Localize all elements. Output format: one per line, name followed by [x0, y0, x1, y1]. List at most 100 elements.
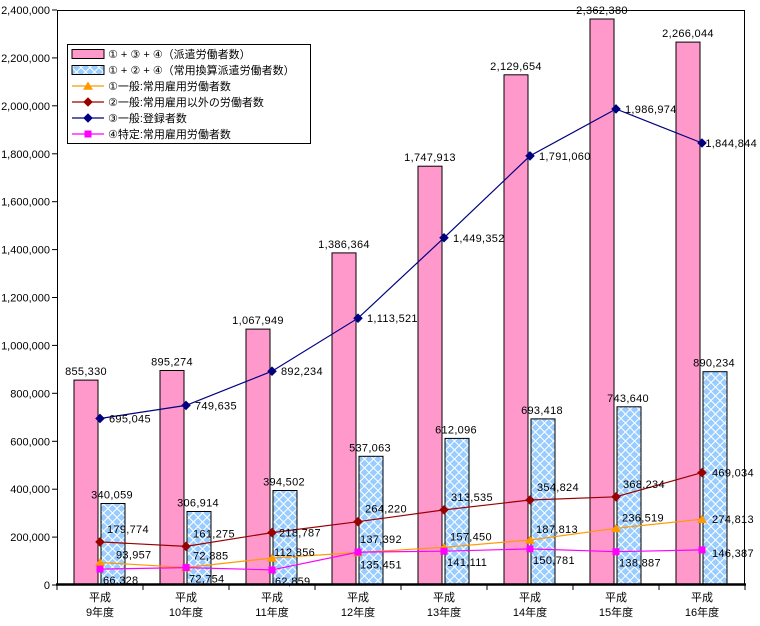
bar-dispatched-workers-total-3: [331, 252, 357, 586]
marker-diamond: [267, 366, 277, 377]
data-label-general-regular-employed-4: 157,450: [450, 531, 492, 543]
bar-dispatched-workers-total-2: [245, 328, 271, 586]
y-tick-label: 1,400,000: [1, 245, 50, 257]
data-label-general-regular-employed-1: 72,885: [193, 551, 228, 563]
legend-label-general-registered: ③一般:登録者数: [108, 111, 187, 125]
x-label-era-4: 平成: [433, 591, 455, 604]
marker-square: [96, 565, 104, 573]
data-label-regular-equivalent-dispatched-4: 612,096: [435, 424, 477, 436]
marker-diamond: [181, 541, 191, 552]
line-general-non-regular-workers: [99, 472, 703, 548]
data-label-general-non-regular-workers-1: 161,275: [193, 528, 235, 540]
data-label-regular-equivalent-dispatched-6: 743,640: [607, 393, 649, 405]
y-tick-label: 1,200,000: [1, 293, 50, 305]
marker-triangle: [697, 514, 707, 523]
bar-dispatched-workers-total-6: [589, 18, 615, 586]
line-general-registered: [99, 108, 703, 420]
data-label-general-non-regular-workers-7: 469,034: [712, 468, 754, 480]
data-label-general-non-regular-workers-3: 264,220: [365, 504, 407, 516]
data-label-specific-regular-employed-4: 141,111: [447, 557, 487, 569]
legend-swatch-dispatched-workers-total: [71, 49, 105, 59]
data-label-general-registered-1: 749,635: [195, 400, 237, 412]
data-label-regular-equivalent-dispatched-3: 537,063: [349, 442, 391, 454]
y-tick-label: 1,600,000: [1, 197, 50, 209]
y-tick-label: 800,000: [10, 388, 50, 400]
legend-label-specific-regular-employed: ④特定:常用雇用労働者数: [108, 127, 231, 141]
data-label-regular-equivalent-dispatched-1: 306,914: [177, 498, 219, 510]
data-label-dispatched-workers-total-1: 895,274: [151, 357, 193, 369]
data-label-general-registered-4: 1,449,352: [453, 233, 505, 245]
data-label-general-regular-employed-3: 135,451: [360, 560, 402, 572]
data-label-dispatched-workers-total-7: 2,266,044: [662, 28, 714, 40]
marker-triangle: [95, 557, 105, 567]
x-label-year-2: 11年度: [255, 605, 288, 619]
data-label-general-regular-employed-5: 187,813: [536, 524, 578, 536]
data-label-general-registered-0: 695,045: [109, 414, 151, 426]
marker-triangle: [267, 553, 277, 562]
x-label-era-2: 平成: [261, 591, 283, 604]
bar-regular-equivalent-dispatched-7: [702, 371, 728, 586]
data-label-general-registered-3: 1,113,521: [367, 313, 418, 325]
data-label-general-non-regular-workers-0: 179,774: [107, 524, 149, 536]
marker-triangle: [83, 81, 93, 90]
marker-diamond: [697, 138, 707, 148]
marker-diamond: [353, 516, 363, 527]
x-label-year-3: 12年度: [341, 605, 375, 619]
data-label-general-regular-employed-2: 112,856: [274, 547, 315, 559]
y-tick-label: 400,000: [10, 484, 50, 496]
data-label-general-registered-5: 1,791,060: [539, 151, 591, 163]
x-label-era-3: 平成: [347, 591, 369, 604]
legend-swatch-regular-equivalent-dispatched: [71, 65, 105, 75]
line-general-regular-employed: [99, 518, 703, 569]
bar-dispatched-workers-total-5: [503, 74, 529, 586]
bar-regular-equivalent-dispatched-1: [186, 511, 212, 586]
marker-diamond: [353, 313, 363, 324]
data-label-specific-regular-employed-7: 146,387: [712, 548, 754, 560]
data-label-general-regular-employed-7: 274,813: [712, 514, 754, 526]
legend-label-general-regular-employed: ①一般:常用雇用労働者数: [108, 79, 231, 93]
x-label-era-7: 平成: [691, 591, 713, 604]
marker-diamond: [83, 113, 93, 123]
data-label-general-non-regular-workers-2: 218,787: [279, 528, 321, 540]
data-label-specific-regular-employed-1: 72,754: [189, 574, 224, 586]
marker-diamond: [697, 467, 707, 478]
marker-diamond: [439, 232, 449, 243]
data-label-general-registered-2: 892,234: [281, 366, 323, 378]
x-label-year-1: 10年度: [169, 605, 203, 619]
data-label-dispatched-workers-total-0: 855,330: [65, 366, 107, 378]
marker-square: [84, 130, 92, 138]
x-label-era-5: 平成: [519, 591, 541, 604]
marker-square: [182, 564, 190, 572]
data-label-general-registered-6: 1,986,974: [625, 104, 677, 116]
y-tick-label: 2,000,000: [1, 101, 50, 113]
x-label-year-7: 16年度: [685, 605, 719, 619]
data-label-dispatched-workers-total-5: 2,129,654: [490, 61, 542, 73]
data-label-specific-regular-employed-0: 66,328: [103, 575, 138, 587]
data-label-regular-equivalent-dispatched-5: 693,418: [521, 405, 563, 417]
data-label-general-registered-7: 1,844,844: [705, 138, 757, 150]
data-label-general-non-regular-workers-6: 368,234: [623, 479, 665, 491]
marker-triangle: [525, 535, 535, 544]
marker-square: [440, 547, 448, 555]
x-label-year-5: 14年度: [513, 605, 547, 619]
data-label-dispatched-workers-total-2: 1,067,949: [232, 315, 284, 327]
marker-square: [354, 548, 362, 556]
bar-dispatched-workers-total-7: [675, 41, 701, 586]
data-label-general-regular-employed-6: 236,519: [622, 512, 664, 524]
data-label-dispatched-workers-total-4: 1,747,913: [404, 152, 456, 164]
y-tick-label: 0: [44, 580, 50, 592]
line-specific-regular-employed: [99, 548, 703, 571]
marker-square: [698, 546, 706, 554]
x-label-era-6: 平成: [605, 591, 627, 604]
data-label-specific-regular-employed-2: 62,859: [275, 576, 310, 588]
marker-diamond: [525, 151, 535, 161]
data-label-general-non-regular-workers-4: 313,535: [451, 492, 493, 504]
marker-diamond: [611, 104, 621, 114]
marker-diamond: [181, 400, 191, 411]
bar-dispatched-workers-total-1: [159, 370, 185, 586]
data-label-general-non-regular-workers-5: 354,824: [537, 482, 579, 494]
marker-diamond: [267, 527, 277, 538]
data-label-regular-equivalent-dispatched-7: 890,234: [693, 358, 735, 370]
